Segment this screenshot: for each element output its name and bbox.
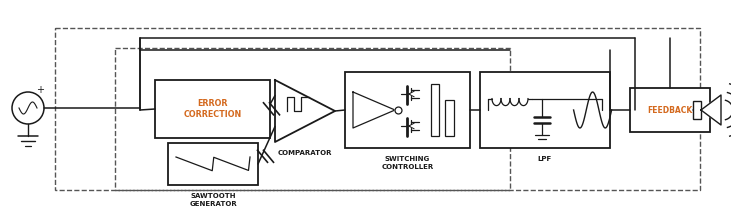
Polygon shape <box>353 92 395 128</box>
Bar <box>445 100 454 136</box>
Text: LPF: LPF <box>538 156 552 162</box>
Bar <box>431 84 439 136</box>
Bar <box>155 80 270 138</box>
Bar <box>480 72 610 148</box>
Polygon shape <box>701 95 721 125</box>
Text: SAWTOOTH
GENERATOR: SAWTOOTH GENERATOR <box>189 193 237 206</box>
Bar <box>693 101 701 119</box>
Text: FEEDBACK: FEEDBACK <box>648 106 693 114</box>
Bar <box>115 48 510 190</box>
Bar <box>345 72 470 148</box>
Text: +: + <box>36 85 44 95</box>
Bar <box>55 28 700 190</box>
Text: ERROR
CORRECTION: ERROR CORRECTION <box>183 99 242 119</box>
Circle shape <box>12 92 44 124</box>
Text: SWITCHING
CONTROLLER: SWITCHING CONTROLLER <box>382 156 433 170</box>
Polygon shape <box>275 80 335 142</box>
Bar <box>630 88 710 132</box>
Bar <box>168 143 258 185</box>
Text: COMPARATOR: COMPARATOR <box>278 150 333 156</box>
